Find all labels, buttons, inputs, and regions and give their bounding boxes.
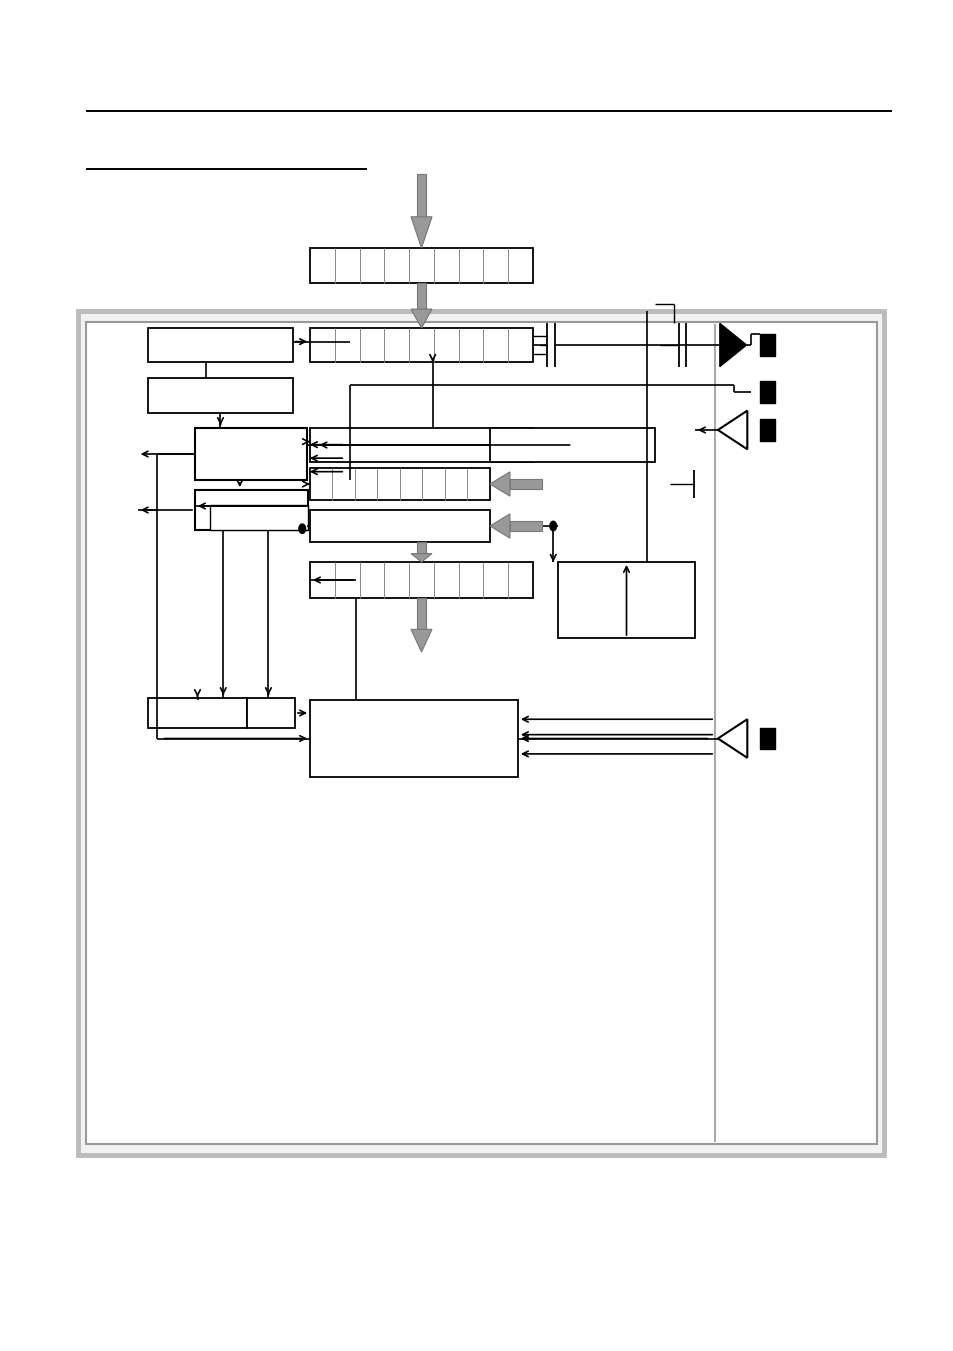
Bar — [310, 700, 517, 777]
Bar — [210, 505, 308, 530]
Bar — [310, 509, 490, 542]
Polygon shape — [411, 554, 432, 562]
Polygon shape — [411, 216, 432, 249]
Bar — [148, 698, 247, 728]
Bar — [148, 328, 293, 362]
Bar — [510, 520, 542, 531]
Bar — [416, 174, 426, 216]
Bar — [247, 698, 294, 728]
Bar — [760, 381, 775, 403]
Bar — [194, 490, 308, 530]
Bar — [310, 562, 533, 598]
Bar — [760, 728, 775, 750]
Polygon shape — [411, 630, 432, 653]
Polygon shape — [720, 323, 746, 366]
Bar — [760, 334, 775, 355]
Bar — [416, 542, 426, 554]
Bar — [148, 378, 293, 413]
Bar — [310, 328, 533, 362]
Polygon shape — [718, 411, 746, 450]
Polygon shape — [718, 719, 746, 758]
Bar — [510, 478, 542, 489]
Polygon shape — [411, 309, 432, 328]
Bar — [78, 311, 883, 1155]
Circle shape — [549, 521, 556, 531]
Bar — [558, 562, 695, 638]
Bar — [490, 428, 655, 462]
Bar — [194, 428, 307, 480]
Bar — [310, 249, 533, 282]
Polygon shape — [490, 471, 510, 496]
Bar — [86, 322, 876, 1144]
Bar — [760, 419, 775, 440]
Polygon shape — [490, 513, 510, 538]
Bar — [310, 428, 533, 462]
Bar — [416, 598, 426, 630]
Bar — [416, 282, 426, 309]
Bar — [310, 467, 490, 500]
Circle shape — [298, 524, 305, 534]
